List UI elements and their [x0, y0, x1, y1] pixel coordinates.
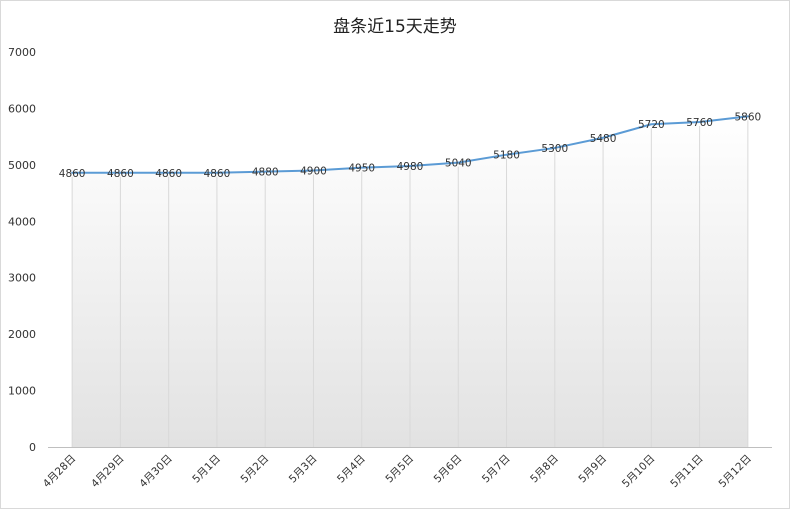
data-label: 5180 — [493, 150, 520, 162]
x-tick-label: 5月2日 — [239, 453, 272, 486]
data-label: 5480 — [590, 133, 617, 145]
y-tick-label: 0 — [29, 441, 36, 454]
series-line — [71, 115, 749, 174]
x-tick-label: 5月6日 — [432, 453, 465, 486]
data-label: 5300 — [541, 143, 568, 155]
chart-title: 盘条近15天走势 — [333, 17, 457, 37]
data-label: 4980 — [397, 161, 424, 173]
data-label: 4860 — [155, 168, 182, 180]
x-tick-label: 4月30日 — [137, 453, 175, 491]
y-tick-label: 4000 — [8, 215, 36, 228]
data-label: 5040 — [445, 158, 472, 170]
x-tick-label: 5月8日 — [528, 453, 561, 486]
data-label: 5860 — [734, 111, 761, 123]
y-tick-label: 6000 — [8, 102, 36, 115]
x-tick-label: 5月1日 — [190, 453, 223, 486]
x-tick-label: 5月3日 — [287, 453, 320, 486]
x-tick-label: 5月5日 — [383, 453, 416, 486]
data-label: 4860 — [107, 168, 134, 180]
x-tick-label: 5月9日 — [576, 453, 609, 486]
data-label: 4880 — [252, 167, 279, 179]
x-tick-label: 4月28日 — [41, 453, 79, 491]
x-tick-label: 5月4日 — [335, 453, 368, 486]
data-label: 4900 — [300, 166, 327, 178]
y-tick-label: 2000 — [8, 328, 36, 341]
y-tick-label: 7000 — [8, 46, 36, 59]
data-label: 5760 — [686, 117, 713, 129]
x-tick-label: 4月29日 — [89, 453, 127, 491]
data-label: 5720 — [638, 119, 665, 131]
x-tick-label: 5月12日 — [716, 453, 754, 491]
y-tick-label: 5000 — [8, 159, 36, 172]
x-tick-label: 5月10日 — [620, 453, 658, 491]
x-tick-label: 5月7日 — [480, 453, 513, 486]
y-tick-label: 1000 — [8, 385, 36, 398]
x-tick-label: 5月11日 — [668, 453, 706, 491]
data-label: 4950 — [348, 163, 375, 175]
data-label: 4860 — [59, 168, 86, 180]
data-label: 4860 — [204, 168, 231, 180]
y-tick-label: 3000 — [8, 272, 36, 285]
